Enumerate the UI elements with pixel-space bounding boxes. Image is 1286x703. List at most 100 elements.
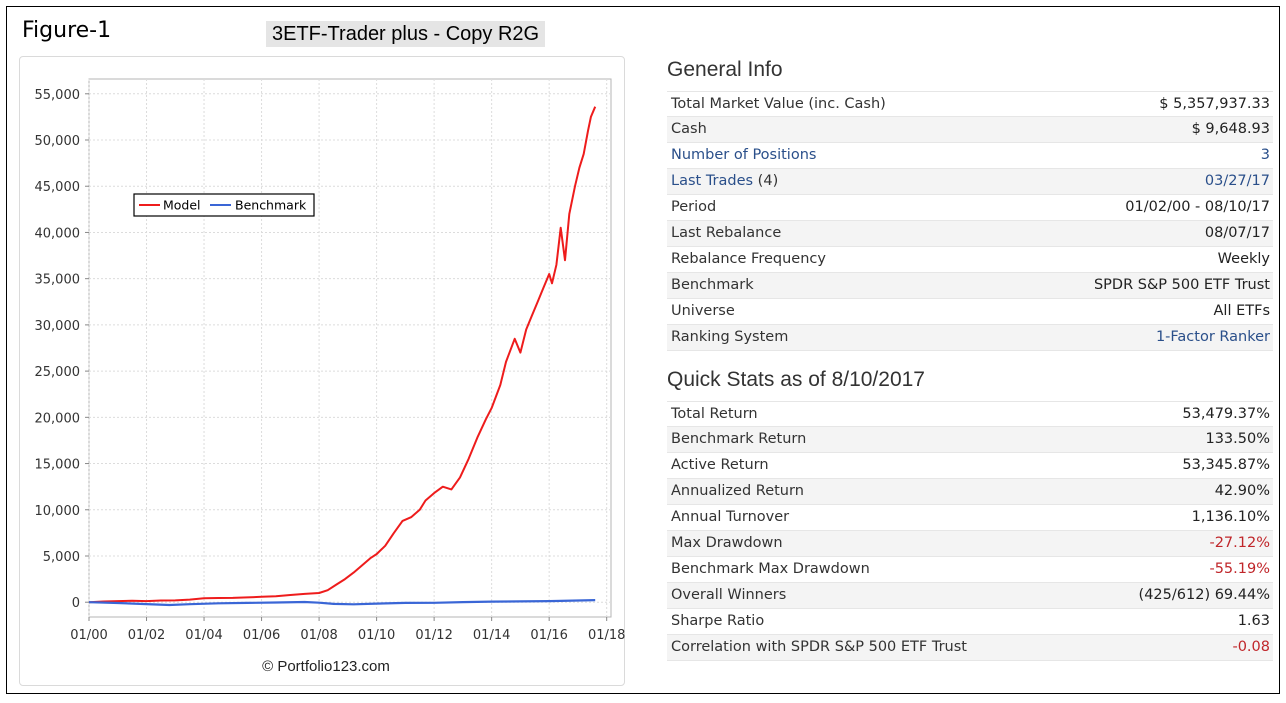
x-tick-label: 01/02 — [128, 628, 165, 643]
general-info-row: Ranking System 1-Factor Ranker — [667, 325, 1273, 351]
x-tick-label: 01/14 — [473, 628, 510, 643]
quick-stats-row: Correlation with SPDR S&P 500 ETF Trust -… — [667, 635, 1273, 661]
quick-stats-row: Overall Winners (425/612) 69.44% — [667, 583, 1273, 609]
quick-stats-row-label: Annual Turnover — [671, 509, 790, 525]
series-line-model — [88, 106, 597, 604]
plot-area — [88, 78, 612, 618]
quick-stats-row-value: -27.12% — [1209, 535, 1270, 551]
quick-stats-row-value: 1,136.10% — [1191, 509, 1270, 525]
x-tick-label: 01/08 — [300, 628, 337, 643]
x-tick-label: 01/18 — [588, 628, 625, 643]
x-tick-label: 01/00 — [70, 628, 107, 643]
general-info-row: Last Trades (4) 03/27/17 — [667, 169, 1273, 195]
y-tick-label: 25,000 — [35, 365, 81, 380]
legend-label-benchmark: Benchmark — [235, 198, 307, 213]
performance-chart: 0 5,000 10,000 15,000 20,000 25,000 30,000 35,0… — [35, 78, 625, 675]
figure-title: 3ETF-Trader plus - Copy R2G — [266, 21, 546, 47]
y-tick-label: 20,000 — [35, 411, 81, 426]
general-info-row: Cash $ 9,648.93 — [667, 117, 1273, 143]
quick-stats-row-label: Max Drawdown — [671, 535, 783, 551]
quick-stats-row: Total Return 53,479.37% — [667, 401, 1273, 427]
general-info-row-value: SPDR S&P 500 ETF Trust — [1093, 277, 1270, 293]
x-tick-label: 01/04 — [185, 628, 222, 643]
quick-stats-row-label: Annualized Return — [671, 483, 804, 499]
general-info-row: Period 01/02/00 - 08/10/17 — [667, 195, 1273, 221]
quick-stats-row-label: Total Return — [671, 406, 758, 422]
quick-stats-row: Sharpe Ratio 1.63 — [667, 609, 1273, 635]
figure-label: Figure-1 — [22, 18, 112, 43]
y-tick-label: 45,000 — [35, 180, 81, 195]
general-info-row-label: Cash — [671, 121, 707, 137]
quick-stats-row: Annual Turnover 1,136.10% — [667, 505, 1273, 531]
general-info-row: Universe All ETFs — [667, 299, 1273, 325]
general-info-row: Last Rebalance 08/07/17 — [667, 221, 1273, 247]
general-info-row-value: Weekly — [1217, 251, 1270, 267]
quick-stats-row-value: 42.90% — [1214, 483, 1270, 499]
y-tick-label: 55,000 — [35, 88, 81, 103]
y-tick-label: 40,000 — [35, 226, 81, 241]
general-info-row: Number of Positions 3 — [667, 143, 1273, 169]
general-info-row-value: 01/02/00 - 08/10/17 — [1125, 199, 1270, 215]
chart-panel: 0 5,000 10,000 15,000 20,000 25,000 30,000 35,0… — [19, 56, 625, 686]
general-info-row-label: Last Rebalance — [671, 225, 782, 241]
general-info-row-label: Period — [671, 199, 717, 215]
y-axis-ticks: 0 5,000 10,000 15,000 20,000 25,000 30,000 35,0… — [35, 88, 89, 611]
info-panel: General Info Total Market Value (inc. Ca… — [667, 55, 1273, 661]
y-tick-label: 30,000 — [35, 319, 81, 334]
general-info-row-label: Ranking System — [671, 329, 789, 345]
grid-lines — [88, 78, 612, 618]
quick-stats-row-label: Correlation with SPDR S&P 500 ETF Trust — [671, 639, 967, 655]
quick-stats-row-value: -55.19% — [1209, 561, 1270, 577]
quick-stats-row-value: 53,479.37% — [1182, 406, 1270, 422]
general-info-row-label: Rebalance Frequency — [671, 251, 826, 267]
general-info-row-label[interactable]: Last Trades (4) — [671, 173, 779, 189]
quick-stats-row-value: 1.63 — [1237, 613, 1270, 629]
general-info-row-value[interactable]: 3 — [1260, 147, 1270, 163]
x-tick-label: 01/06 — [243, 628, 280, 643]
general-info-title: General Info — [667, 58, 783, 81]
quick-stats-row-label: Sharpe Ratio — [671, 613, 765, 629]
y-tick-label: 50,000 — [35, 134, 81, 149]
quick-stats-title: Quick Stats as of 8/10/2017 — [667, 368, 925, 391]
general-info-row-value[interactable]: 03/27/17 — [1204, 173, 1270, 189]
general-info-row-label[interactable]: Number of Positions — [671, 147, 817, 163]
general-info-row-label: Total Market Value (inc. Cash) — [671, 96, 886, 112]
quick-stats-row: Benchmark Max Drawdown -55.19% — [667, 557, 1273, 583]
general-info-row-value: 08/07/17 — [1204, 225, 1270, 241]
general-info-row: Total Market Value (inc. Cash) $ 5,357,93… — [667, 91, 1273, 117]
general-info-row-value: $ 5,357,937.33 — [1159, 96, 1270, 112]
quick-stats-row-label: Active Return — [671, 457, 769, 473]
general-info-row-value[interactable]: 1-Factor Ranker — [1155, 329, 1270, 345]
series-lines — [88, 106, 597, 607]
quick-stats-row-value: -0.08 — [1232, 639, 1270, 655]
x-tick-label: 01/16 — [530, 628, 567, 643]
general-info-row-value: $ 9,648.93 — [1191, 121, 1270, 137]
quick-stats-row: Max Drawdown -27.12% — [667, 531, 1273, 557]
y-tick-label: 35,000 — [35, 273, 81, 288]
general-info-row: Rebalance Frequency Weekly — [667, 247, 1273, 273]
series-line-benchmark — [88, 599, 596, 607]
y-tick-label: 5,000 — [43, 550, 80, 565]
quick-stats-row: Annualized Return 42.90% — [667, 479, 1273, 505]
x-axis-ticks: 01/00 01/02 01/04 01/06 01/08 01/10 01/12 01/14… — [70, 617, 625, 643]
quick-stats-row-value: 53,345.87% — [1182, 457, 1270, 473]
copyright-text: © Portfolio123.com — [262, 658, 390, 675]
quick-stats-row-value: 133.50% — [1205, 431, 1270, 447]
quick-stats-row-label: Overall Winners — [671, 587, 787, 603]
quick-stats-row: Active Return 53,345.87% — [667, 453, 1273, 479]
general-info-table: Total Market Value (inc. Cash) $ 5,357,93… — [667, 91, 1273, 351]
quick-stats-row-label: Benchmark Max Drawdown — [671, 561, 870, 577]
y-tick-label: 15,000 — [35, 458, 81, 473]
quick-stats-row-value: (425/612) 69.44% — [1138, 587, 1270, 603]
x-tick-label: 01/12 — [415, 628, 452, 643]
legend-label-model: Model — [163, 198, 201, 213]
general-info-row-label: Benchmark — [671, 277, 754, 293]
legend: Model Benchmark — [133, 193, 315, 217]
x-tick-label: 01/10 — [358, 628, 395, 643]
y-tick-label: 0 — [72, 596, 80, 611]
general-info-row-label: Universe — [671, 303, 735, 319]
general-info-row: Benchmark SPDR S&P 500 ETF Trust — [667, 273, 1273, 299]
quick-stats-row-label: Benchmark Return — [671, 431, 807, 447]
y-tick-label: 10,000 — [35, 504, 81, 519]
quick-stats-table: Total Return 53,479.37% Benchmark Return 13… — [667, 401, 1273, 661]
